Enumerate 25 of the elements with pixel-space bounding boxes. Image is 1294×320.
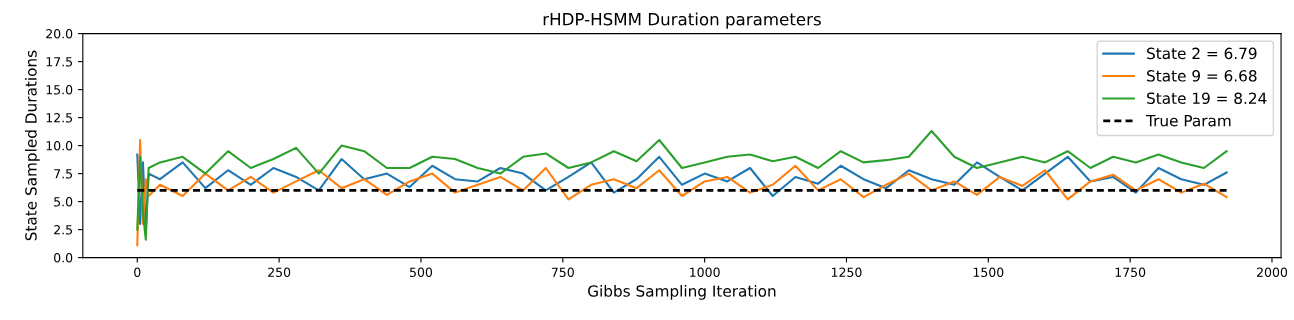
y-tick-label: 5.0 [54, 197, 73, 207]
x-tick-label: 0 [134, 267, 141, 277]
y-tick-label: 20.0 [46, 29, 73, 39]
legend-label: State 9 = 6.68 [1147, 70, 1257, 82]
x-tick-label: 1250 [831, 267, 862, 277]
legend-label: True Param [1146, 115, 1231, 127]
chart-title: rHDP-HSMM Duration parameters [543, 12, 821, 29]
x-tick-label: 250 [268, 267, 291, 277]
y-tick-label: 0.0 [54, 253, 73, 263]
x-tick-label: 2000 [1256, 267, 1288, 277]
y-tick-label: 17.5 [46, 57, 72, 67]
x-tick-label: 1750 [1115, 267, 1146, 277]
legend-label: State 2 = 6.79 [1147, 47, 1257, 60]
x-tick-label: 1500 [973, 267, 1004, 277]
x-tick-label: 500 [409, 267, 433, 277]
y-tick-label: 10.0 [46, 141, 73, 151]
y-axis-title: State Sampled Durations [24, 50, 40, 241]
y-tick-label: 7.5 [54, 169, 72, 179]
y-tick-label: 2.5 [54, 225, 72, 235]
x-tick-label: 750 [551, 267, 574, 277]
y-tick-label: 15.0 [46, 85, 73, 95]
legend-label: State 19 = 8.24 [1147, 92, 1267, 105]
y-tick-label: 12.5 [46, 113, 72, 123]
x-tick-label: 1000 [690, 267, 720, 277]
x-axis-title: Gibbs Sampling Iteration [588, 284, 776, 300]
